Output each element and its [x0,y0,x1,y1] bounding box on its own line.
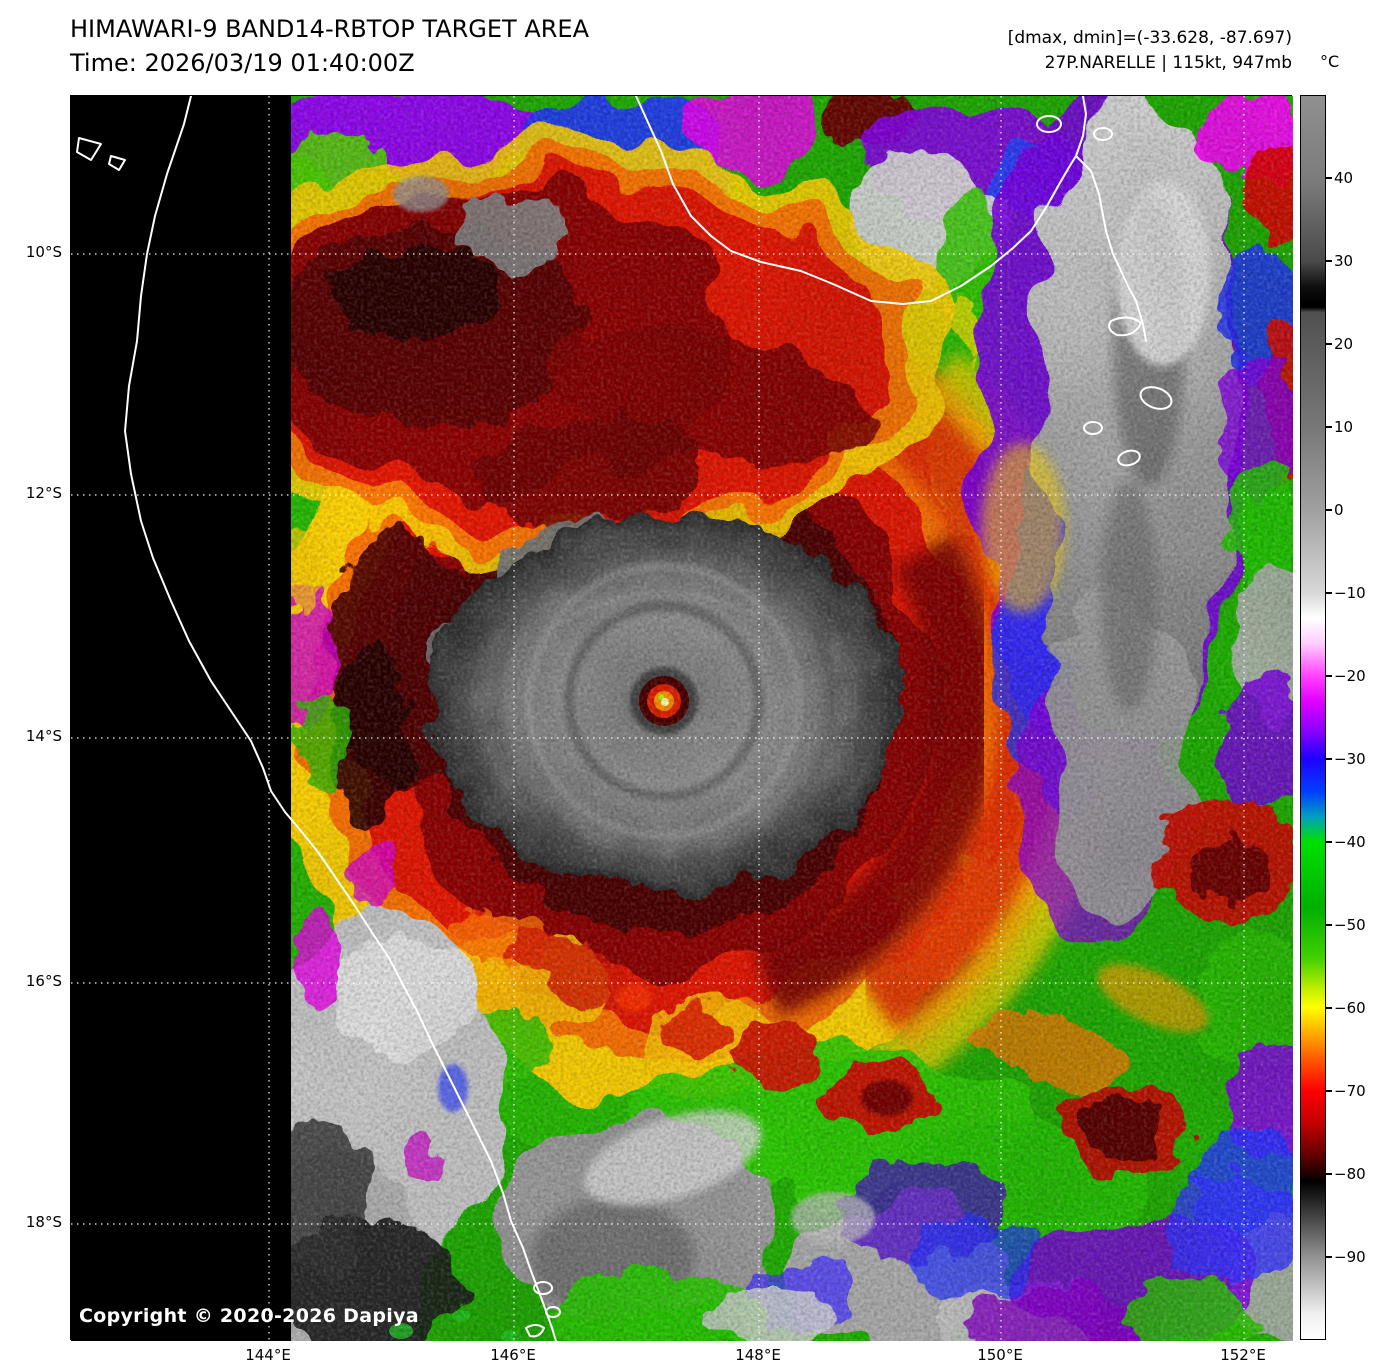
lon-label: 148°E [735,1346,781,1364]
lat-label: 18°S [25,1213,62,1231]
satellite-imagery [291,96,1293,1341]
lon-label: 146°E [490,1346,536,1364]
island [1108,316,1142,337]
coastline-islets-nw [76,137,126,171]
colorbar-tick: 20 [1325,335,1382,353]
colorbar-gradient [1300,95,1326,1340]
island [525,1324,545,1338]
title-block: HIMAWARI-9 BAND14-RBTOP TARGET AREA Time… [70,12,589,80]
colorbar-tick: −70 [1325,1082,1382,1100]
island [1083,421,1103,435]
island [1093,127,1113,141]
colorbar-tick: −60 [1325,999,1382,1017]
satellite-map: Copyright © 2020-2026 Dapiya [70,95,1293,1341]
lat-label: 10°S [25,243,62,261]
lon-label: 152°E [1220,1346,1266,1364]
island [1139,386,1173,410]
copyright-label: Copyright © 2020-2026 Dapiya [79,1305,419,1327]
island [1117,449,1141,467]
colorbar-tick: −30 [1325,750,1382,768]
colorbar-tick: −90 [1325,1248,1382,1266]
colorbar-tick: 40 [1325,169,1382,187]
info-block: [dmax, dmin]=(-33.628, -87.697) 27P.NARE… [1008,26,1292,76]
satellite-imagery-svg [71,96,1293,1341]
lat-label: 12°S [25,484,62,502]
page-title: HIMAWARI-9 BAND14-RBTOP TARGET AREA [70,15,590,43]
colorbar-tick: −50 [1325,916,1382,934]
temp-unit-label: °C [1320,52,1340,71]
colorbar-tick: 0 [1325,501,1382,519]
colorbar-tick: 10 [1325,418,1382,436]
colorbar-tick: −10 [1325,584,1382,602]
time-label: Time: 2026/03/19 01:40:00Z [70,49,415,77]
colorbar-tick: −80 [1325,1165,1382,1183]
island [533,1281,553,1295]
lon-label: 150°E [977,1346,1023,1364]
storm-info-label: 27P.NARELLE | 115kt, 947mb [1044,53,1292,73]
coastline-queensland [124,96,557,1341]
coastline-png [635,96,1077,305]
colorbar-tick: −40 [1325,833,1382,851]
island [1036,115,1062,133]
coastline-png-branch [1075,96,1147,342]
colorbar-tick: 30 [1325,252,1382,270]
island [545,1306,561,1318]
lat-label: 16°S [25,972,62,990]
minmax-label: [dmax, dmin]=(-33.628, -87.697) [1007,28,1292,48]
colorbar-tick: −20 [1325,667,1382,685]
lat-label: 14°S [25,727,62,745]
coastlines [76,96,1173,1341]
lon-label: 144°E [245,1346,291,1364]
